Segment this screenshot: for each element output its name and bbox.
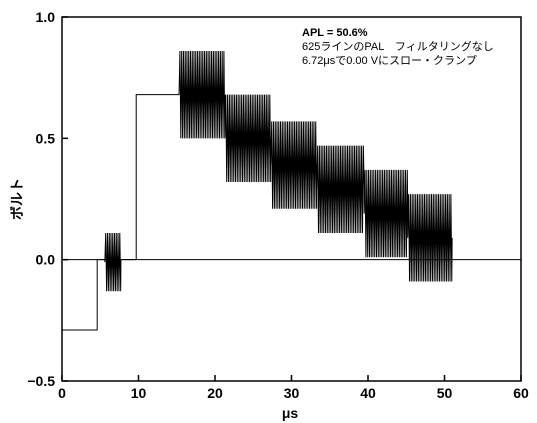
y-tick-label: 0.5 — [36, 130, 56, 146]
y-axis-label: ボルト — [9, 178, 25, 220]
x-tick-label: 50 — [437, 385, 453, 401]
plot-area — [61, 16, 522, 382]
x-tick-label: 10 — [131, 385, 147, 401]
x-tick-label: 60 — [513, 385, 529, 401]
x-tick-label: 30 — [284, 385, 300, 401]
annotation-apl: APL = 50.6% — [302, 27, 368, 39]
x-axis-ticks: 0 10 20 30 40 50 60 — [58, 375, 529, 401]
x-tick-label: 40 — [360, 385, 376, 401]
y-tick-label: 0.0 — [36, 252, 56, 268]
annotation-clamp: 6.72μsで0.00 Vにスロー・クランプ — [302, 54, 477, 67]
x-tick-label: 0 — [58, 385, 66, 401]
annotation-pal-line: 625ラインのPAL フィルタリングなし — [302, 39, 494, 53]
y-axis-ticks: −0.5 0.0 0.5 1.0 — [27, 9, 68, 389]
x-axis-label: μs — [282, 405, 299, 421]
x-tick-label: 20 — [207, 385, 223, 401]
y-tick-label: 1.0 — [36, 9, 56, 25]
waveform-series — [62, 50, 453, 331]
y-tick-label: −0.5 — [27, 373, 55, 389]
